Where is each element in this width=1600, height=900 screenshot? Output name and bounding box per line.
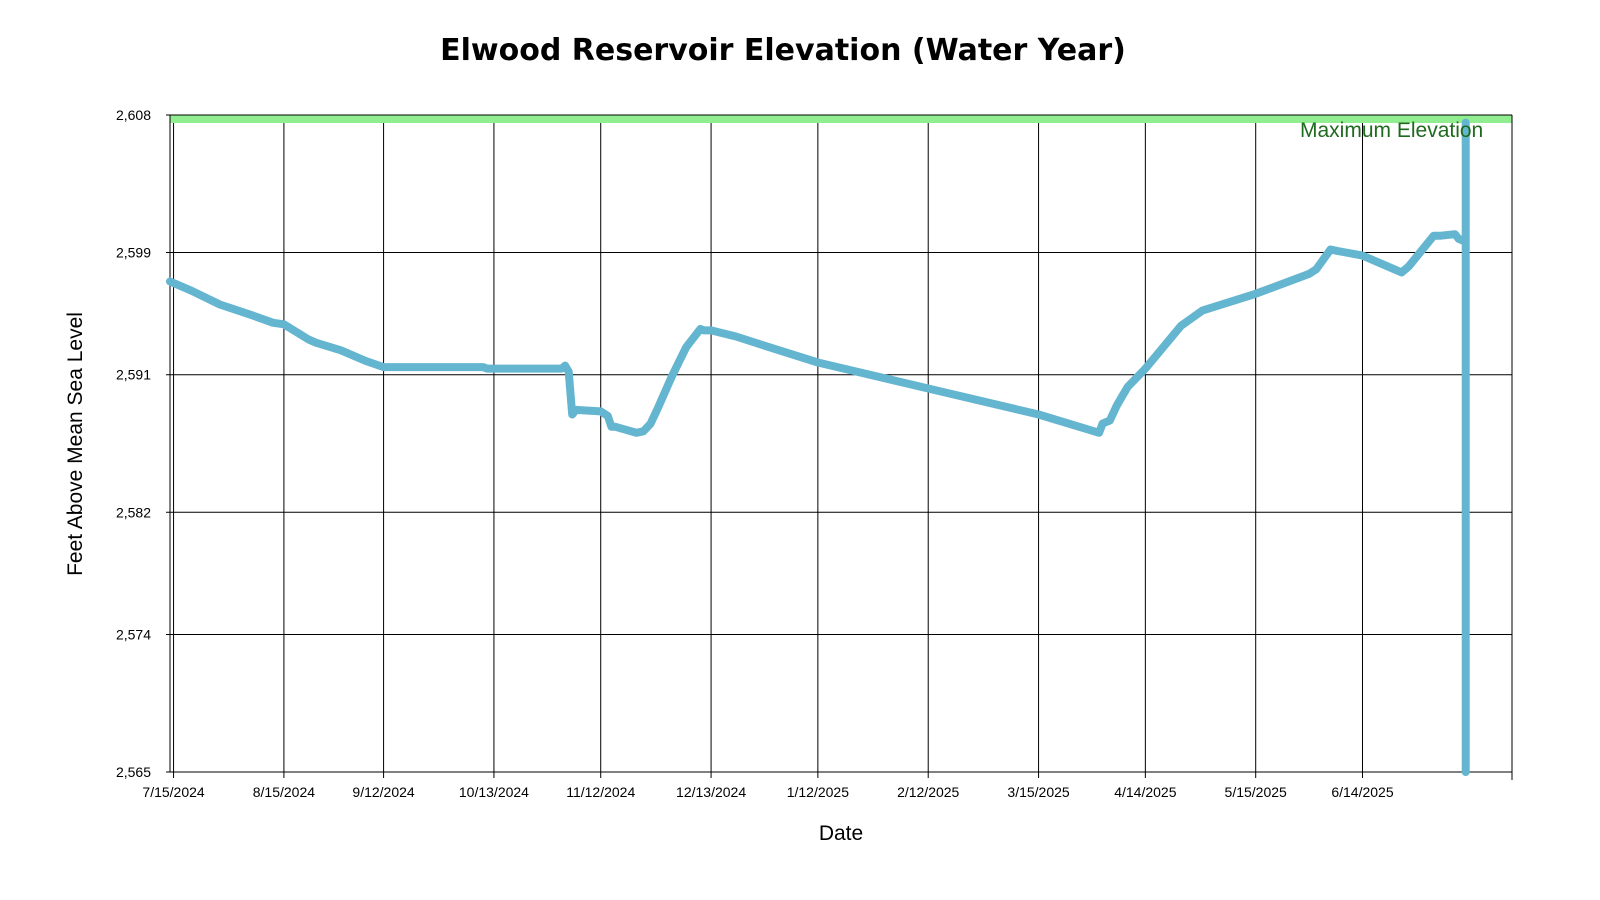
x-tick-label: 11/12/2024 [566, 784, 635, 800]
x-tick-label: 7/15/2024 [142, 784, 204, 800]
x-tick-label: 3/15/2025 [1007, 784, 1069, 800]
x-tick-label: 5/15/2025 [1225, 784, 1287, 800]
x-tick-label: 9/12/2024 [352, 784, 414, 800]
x-tick-label: 6/14/2025 [1331, 784, 1393, 800]
y-tick-label: 2,608 [116, 107, 151, 123]
y-axis-label: Feet Above Mean Sea Level [64, 312, 87, 576]
y-tick-label: 2,565 [116, 764, 151, 780]
y-tick-label: 2,582 [116, 504, 151, 520]
chart-title: Elwood Reservoir Elevation (Water Year) [440, 33, 1126, 68]
maximum-elevation-label: Maximum Elevation [1300, 119, 1483, 142]
x-tick-label: 2/12/2025 [897, 784, 959, 800]
x-tick-label: 10/13/2024 [459, 784, 529, 800]
x-tick-label: 1/12/2025 [787, 784, 849, 800]
x-axis-label: Date [819, 822, 863, 845]
x-tick-label: 4/14/2025 [1114, 784, 1176, 800]
y-tick-label: 2,574 [116, 626, 151, 642]
x-tick-label: 12/13/2024 [676, 784, 746, 800]
elevation-series-line [166, 118, 1470, 776]
x-tick-label: 8/15/2024 [253, 784, 315, 800]
maximum-elevation-band [170, 115, 1512, 123]
y-tick-label: 2,599 [116, 245, 151, 261]
y-tick-label: 2,591 [116, 367, 151, 383]
